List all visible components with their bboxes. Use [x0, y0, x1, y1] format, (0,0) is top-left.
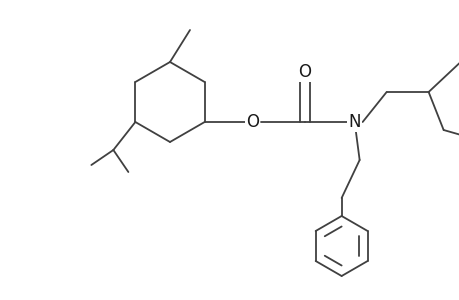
Text: O: O	[246, 113, 258, 131]
Text: O: O	[297, 63, 310, 81]
Text: N: N	[347, 113, 360, 131]
